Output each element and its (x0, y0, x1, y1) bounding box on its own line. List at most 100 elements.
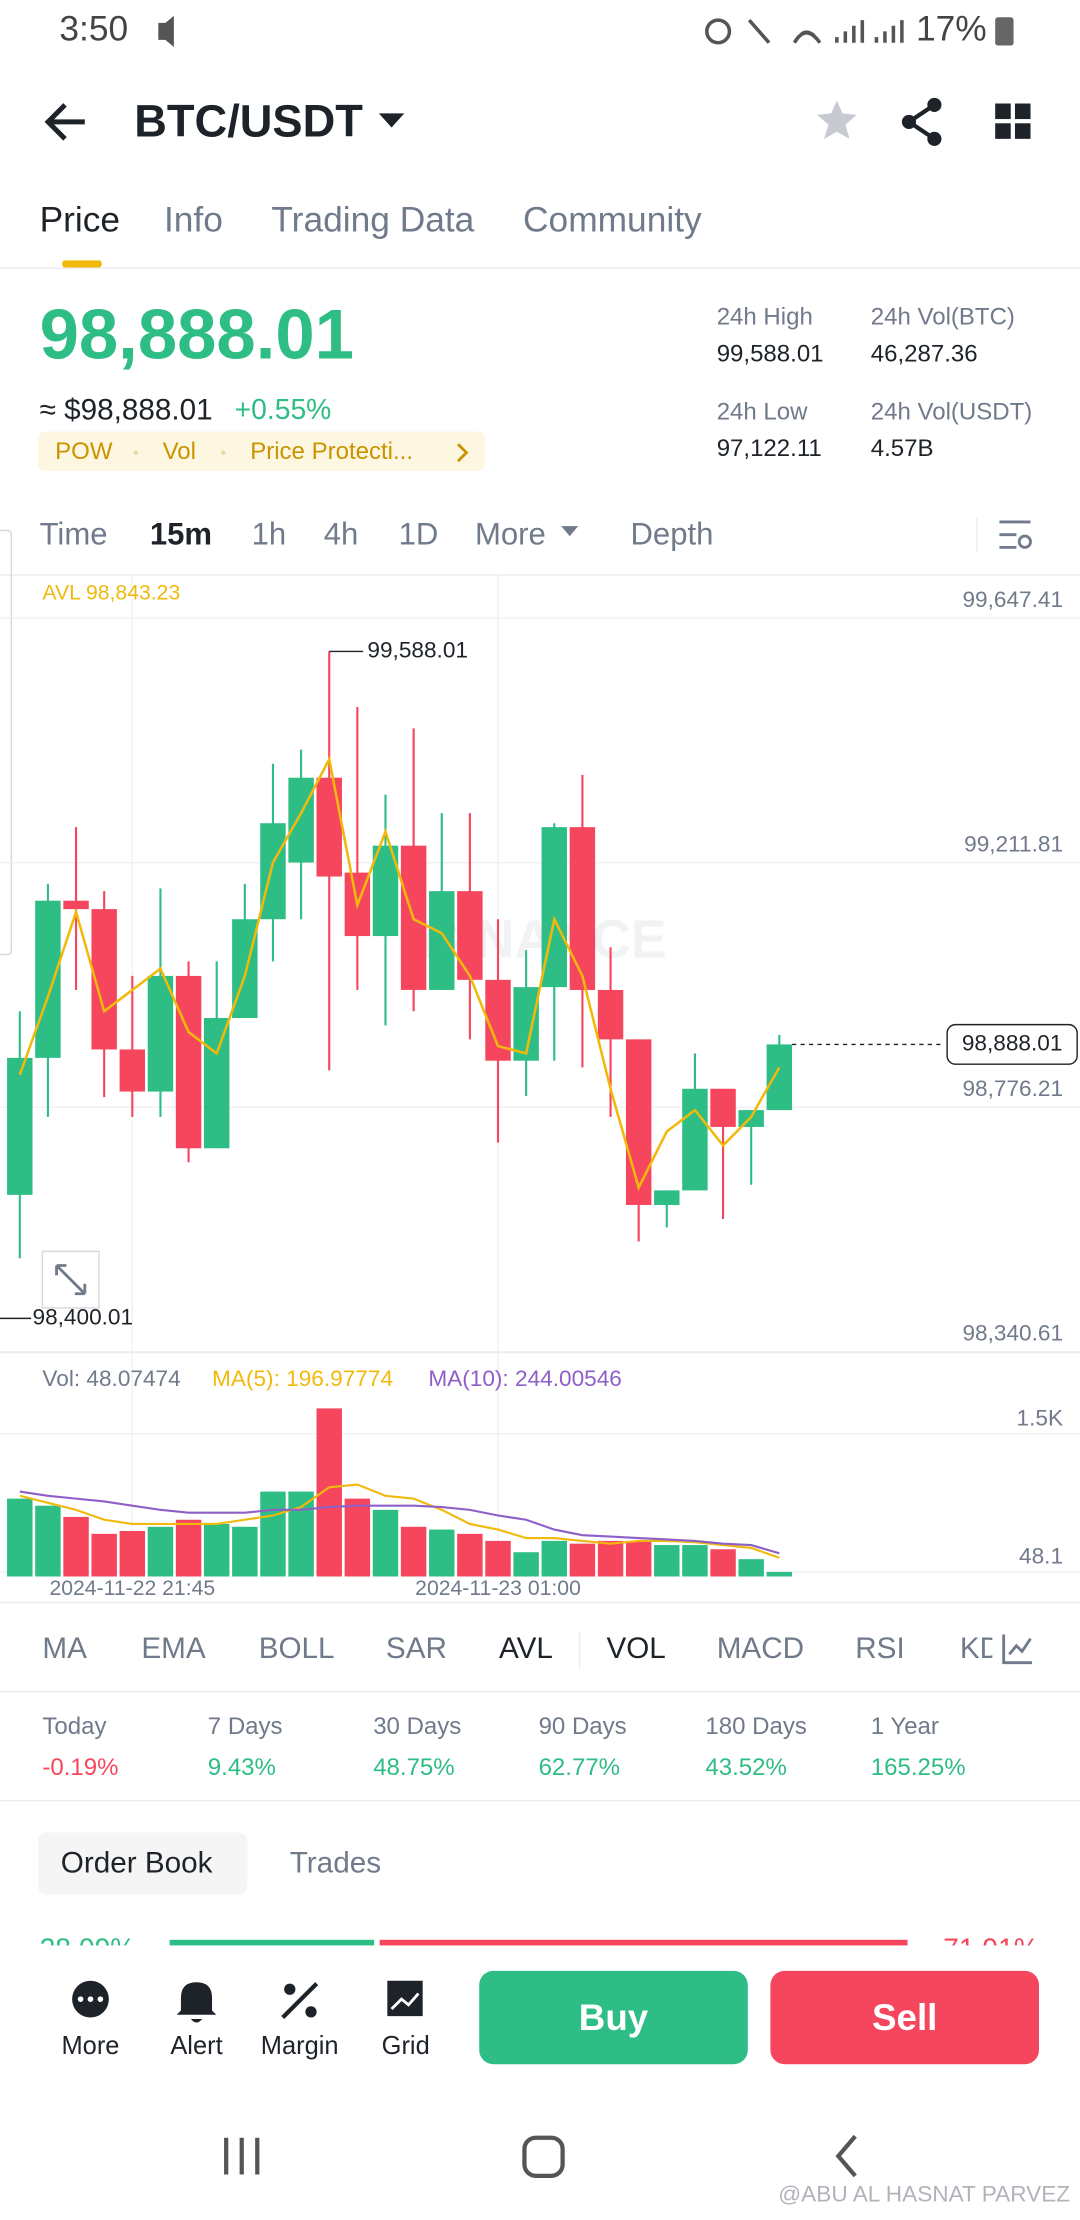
candle-body (597, 989, 624, 1040)
volume-bar (63, 1516, 89, 1577)
indicator[interactable]: VOL (606, 1632, 665, 1665)
buy-label[interactable]: Buy (579, 1997, 649, 2038)
candle-body (260, 823, 286, 920)
pair-title[interactable]: BTC/USDT (134, 96, 363, 147)
tag-chevron (457, 443, 469, 463)
nav-label[interactable]: Grid (382, 2032, 430, 2060)
vol-tick-label: 48.1 (1019, 1544, 1063, 1569)
vol-label: Vol: 48.07474 (42, 1366, 180, 1391)
volume-bar (91, 1533, 117, 1577)
volume-bar (625, 1540, 652, 1577)
tab-active[interactable] (38, 1832, 248, 1895)
volume-bar (35, 1505, 61, 1577)
period-value: -0.19% (42, 1754, 118, 1781)
ma5-label: MA(5): 196.97774 (212, 1366, 393, 1391)
y-tick-label: 98,340.61 (962, 1321, 1063, 1346)
orderbook-tab[interactable]: Trades (290, 1847, 381, 1880)
indicator[interactable]: MACD (717, 1632, 804, 1665)
sell-label[interactable]: Sell (872, 1997, 937, 2038)
candle-body (203, 1018, 230, 1149)
candle-body (625, 1039, 652, 1205)
nav-label[interactable]: More (61, 2032, 119, 2060)
tag[interactable]: Price Protecti... (250, 438, 413, 465)
period-value: 165.25% (871, 1754, 966, 1781)
volume-bar (457, 1533, 483, 1577)
candle-body (457, 891, 483, 980)
tab[interactable]: Price (40, 201, 121, 240)
side-panel-edge (0, 529, 13, 956)
interval[interactable]: 1h (252, 516, 287, 551)
indicator[interactable]: SAR (386, 1632, 447, 1665)
candle-body (682, 1088, 708, 1191)
stat-label: 24h Vol(BTC) (871, 304, 1015, 331)
interval[interactable]: Depth (630, 516, 713, 551)
tag-bar[interactable] (38, 431, 485, 472)
favorite-button[interactable] (817, 100, 857, 139)
status-icons (705, 18, 904, 45)
nav-label[interactable]: Alert (170, 2032, 222, 2060)
battery-level: 17% (916, 10, 987, 49)
indicator-settings[interactable] (1002, 1634, 1032, 1665)
home-button[interactable] (522, 2135, 565, 2178)
candle-body (569, 827, 596, 990)
tag[interactable]: Vol (163, 438, 196, 465)
indicator[interactable]: RSI (855, 1632, 904, 1665)
stat-value: 4.57B (871, 435, 934, 462)
pair-dropdown[interactable] (378, 113, 405, 128)
volume-bar (682, 1545, 708, 1577)
indicator[interactable]: AVL (499, 1632, 553, 1665)
chart-settings[interactable] (999, 520, 1032, 549)
volume-bar (260, 1491, 286, 1577)
ma10-line (19, 1490, 780, 1555)
avl-label: AVL 98,843.23 (42, 582, 180, 605)
period-value: 43.52% (705, 1754, 786, 1781)
tab[interactable]: Info (164, 201, 223, 240)
system-back-button[interactable] (835, 2134, 857, 2178)
margin-icon[interactable] (281, 1982, 319, 2020)
layout-button[interactable] (995, 103, 1031, 139)
stat-value: 99,588.01 (717, 340, 824, 367)
volume-bar (400, 1526, 427, 1577)
share-button[interactable] (901, 97, 942, 146)
volume-bar (147, 1526, 174, 1577)
period-label: 90 Days (539, 1713, 627, 1740)
alert-icon[interactable] (176, 1982, 217, 2023)
interval[interactable]: More (475, 516, 546, 551)
interval[interactable]: 15m (150, 516, 212, 551)
interval[interactable]: Time (40, 516, 108, 551)
buy-button[interactable] (479, 1970, 748, 2065)
volume-bar (654, 1545, 680, 1577)
volume-bar (513, 1552, 539, 1577)
back-button[interactable] (44, 103, 85, 141)
sell-ratio-bar (379, 1939, 908, 1949)
indicator[interactable]: EMA (141, 1632, 206, 1665)
sell-button[interactable] (770, 1970, 1040, 2065)
tab[interactable]: Community (523, 201, 702, 240)
indicator[interactable]: MA (42, 1632, 87, 1665)
recents-button[interactable] (224, 2137, 260, 2175)
volume-bar (766, 1571, 793, 1577)
period-label: Today (42, 1713, 106, 1740)
more-dropdown[interactable] (561, 526, 579, 537)
nav-label[interactable]: Margin (261, 2032, 339, 2060)
indicator[interactable]: BOLL (259, 1632, 335, 1665)
volume-bar (203, 1523, 230, 1577)
tag[interactable]: POW (55, 438, 113, 465)
interval[interactable]: 4h (324, 516, 359, 551)
buy-ratio-bar (169, 1939, 375, 1949)
expand-icon (55, 1264, 87, 1296)
x-tick-label: 2024-11-22 21:45 (49, 1577, 215, 1600)
candle-body (35, 900, 61, 1058)
interval[interactable]: 1D (399, 516, 439, 551)
chart: 99,647.41 99,211.81 98,776.21 98,340.61 2024… (0, 575, 1080, 1600)
indicator[interactable]: KDJ (960, 1632, 1016, 1665)
volume-bar (738, 1559, 764, 1577)
orderbook-tab[interactable]: Order Book (61, 1847, 213, 1880)
period-value: 9.43% (208, 1754, 276, 1781)
last-price-label: 98,888.01 (962, 1030, 1063, 1055)
period-label: 30 Days (373, 1713, 461, 1740)
grid-icon[interactable] (387, 1980, 423, 2017)
tab-indicator (62, 260, 102, 268)
tab[interactable]: Trading Data (271, 201, 474, 240)
volume-bar (175, 1519, 202, 1577)
